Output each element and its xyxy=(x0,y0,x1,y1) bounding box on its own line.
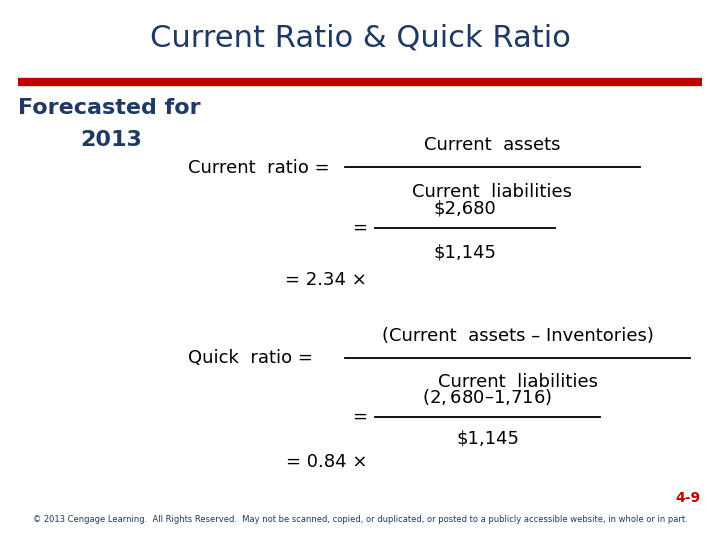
Text: Current  liabilities: Current liabilities xyxy=(413,183,572,201)
Text: Current  ratio =: Current ratio = xyxy=(188,159,330,177)
Text: ($2,680 – $1,716): ($2,680 – $1,716) xyxy=(423,387,552,407)
Text: Current  liabilities: Current liabilities xyxy=(438,373,598,391)
Text: © 2013 Cengage Learning.  All Rights Reserved.  May not be scanned, copied, or d: © 2013 Cengage Learning. All Rights Rese… xyxy=(32,516,688,524)
Text: Current Ratio & Quick Ratio: Current Ratio & Quick Ratio xyxy=(150,24,570,52)
Text: Quick  ratio =: Quick ratio = xyxy=(188,349,313,367)
Text: =: = xyxy=(352,219,367,237)
Text: = 0.84 ×: = 0.84 × xyxy=(286,453,367,471)
Text: $2,680: $2,680 xyxy=(433,199,496,217)
Text: = 2.34 ×: = 2.34 × xyxy=(285,271,367,289)
Text: Current  assets: Current assets xyxy=(424,136,561,154)
Text: 2013: 2013 xyxy=(80,130,142,150)
Text: $1,145: $1,145 xyxy=(456,429,519,447)
Text: Forecasted for: Forecasted for xyxy=(18,98,201,118)
Text: (Current  assets – Inventories): (Current assets – Inventories) xyxy=(382,327,654,345)
Text: =: = xyxy=(352,408,367,426)
Text: $1,145: $1,145 xyxy=(433,243,497,261)
Text: 4-9: 4-9 xyxy=(675,491,700,505)
